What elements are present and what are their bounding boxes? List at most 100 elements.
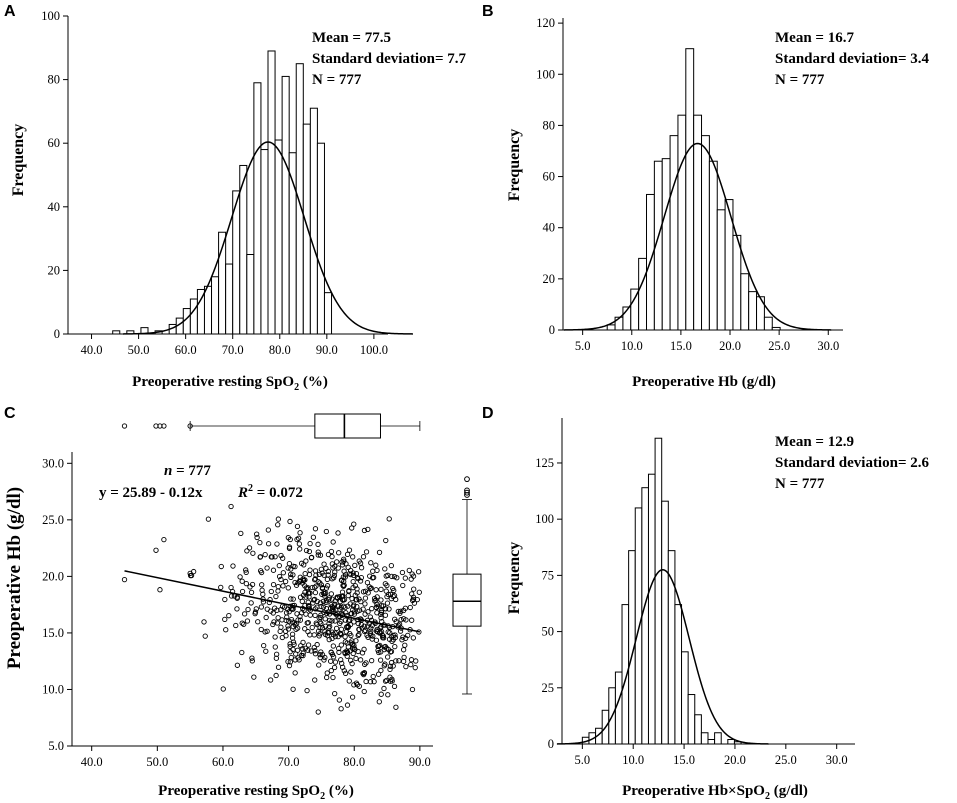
scatter-point (262, 629, 268, 635)
panel-c-xlabel: Preoperative resting SpO2 (%) (158, 783, 354, 802)
scatter-point (290, 596, 296, 602)
scatter-point (239, 578, 245, 584)
scatter-point (268, 554, 274, 560)
scatter-point (383, 537, 389, 544)
scatter-point (350, 650, 356, 657)
scatter-point (302, 626, 308, 632)
scatter-point (312, 648, 318, 654)
histogram-bar (763, 316, 773, 331)
y-tick-label: 80 (48, 73, 61, 87)
x-tick-label: 5.0 (575, 339, 591, 353)
scatter-point (329, 635, 335, 642)
scatter-point (350, 578, 356, 585)
scatter-point (332, 659, 339, 665)
scatter-point (290, 686, 296, 692)
scatter-point (285, 623, 291, 629)
scatter-point (334, 603, 341, 609)
panel-label-b: B (482, 3, 494, 20)
scatter-point (338, 626, 345, 632)
x-tick-label: 10.0 (621, 339, 643, 353)
scatter-point (253, 606, 259, 612)
scatter-point (228, 593, 235, 599)
scatter-point (261, 642, 267, 649)
scatter-point (334, 559, 340, 565)
scatter-point (378, 603, 385, 609)
scatter-point (286, 545, 293, 552)
stat-n: N = 777 (775, 476, 825, 492)
scatter-point (362, 661, 368, 668)
scatter-point (409, 617, 415, 623)
scatter-point (315, 549, 321, 555)
y-tick-label: 60 (48, 136, 61, 150)
scatter-point (286, 663, 293, 669)
scatter-point (249, 655, 255, 661)
scatter-point (397, 628, 404, 634)
scatter-point (332, 690, 338, 697)
scatter-point (361, 670, 367, 676)
scatter-point (355, 620, 361, 627)
scatter-point (318, 614, 324, 621)
scatter-point (283, 617, 289, 624)
scatter-point (338, 642, 344, 648)
y-tick-label: 0 (549, 323, 555, 337)
scatter-point (243, 580, 249, 587)
histogram-bar (647, 473, 656, 745)
histogram-bar (716, 209, 726, 331)
scatter-point (222, 616, 228, 623)
histogram-bar (281, 75, 290, 335)
scatter-point (300, 592, 307, 598)
scatter-point (355, 648, 361, 655)
scatter-point (334, 595, 341, 601)
scatter-point (278, 576, 284, 583)
x-tick-label: 90.0 (409, 755, 431, 769)
scatter-point (297, 613, 303, 620)
scatter-point (360, 606, 366, 612)
scatter-point (265, 541, 272, 547)
scatter-point (410, 594, 417, 600)
scatter-point (315, 709, 321, 715)
scatter-point (307, 632, 313, 638)
panel-c-boxplot-y (452, 476, 482, 695)
panel-b-xlabel: Preoperative Hb (g/dl) (632, 374, 776, 390)
scatter-point (353, 680, 360, 686)
histogram-bar (211, 276, 220, 335)
scatter-point (312, 612, 318, 619)
scatter-point (355, 632, 361, 639)
scatter-point (378, 667, 384, 674)
scatter-point (321, 657, 327, 663)
scatter-point (378, 586, 384, 593)
scatter-point (374, 567, 380, 574)
scatter-point (322, 593, 328, 599)
scatter-point (375, 671, 382, 677)
stat-sd: Standard deviation= 2.6 (775, 455, 929, 471)
scatter-point (343, 561, 349, 567)
scatter-point (408, 657, 415, 663)
scatter-point (324, 576, 330, 583)
x-tick-label: 30.0 (817, 339, 839, 353)
scatter-point (416, 589, 422, 595)
scatter-point (257, 539, 263, 546)
scatter-point (389, 573, 395, 580)
scatter-point (258, 604, 265, 610)
panel-d-ylabel: Frequency (506, 542, 523, 615)
scatter-point (336, 697, 343, 703)
scatter-point (387, 591, 394, 597)
scatter-point (357, 657, 364, 663)
scatter-point (318, 620, 324, 626)
scatter-point (386, 606, 392, 612)
scatter-point (304, 620, 310, 626)
scatter-point (348, 657, 354, 663)
x-tick-label: 40.0 (81, 343, 103, 357)
scatter-point (342, 670, 349, 677)
scatter-point (341, 582, 347, 588)
histogram-bar (708, 160, 718, 331)
scatter-point (308, 648, 314, 654)
scatter-point (297, 546, 303, 552)
scatter-point (322, 629, 328, 635)
scatter-point (239, 588, 246, 595)
scatter-point (350, 570, 356, 576)
scatter-point (202, 633, 208, 639)
y-tick-label: 0 (548, 737, 554, 751)
scatter-point (276, 562, 282, 569)
y-tick-label: 40 (543, 221, 556, 235)
